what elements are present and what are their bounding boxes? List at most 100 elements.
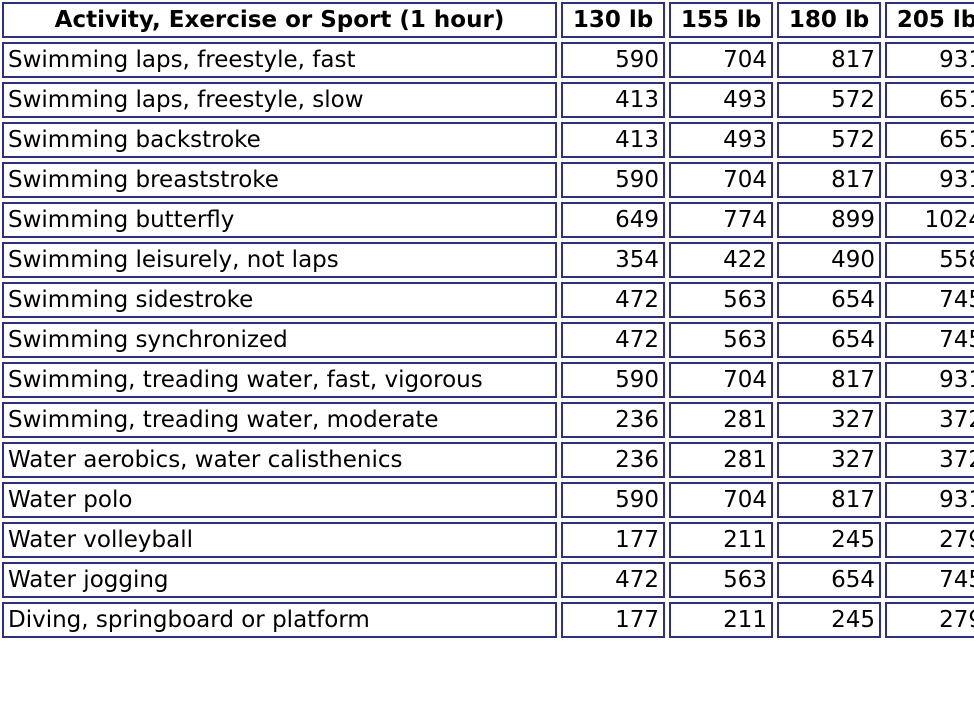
value-180-lb: 817 — [777, 482, 881, 518]
value-155-lb: 281 — [669, 442, 773, 478]
activity-cell: Water aerobics, water calisthenics — [2, 442, 557, 478]
header-row: Activity, Exercise or Sport (1 hour) 130… — [2, 2, 974, 38]
activity-cell: Swimming laps, freestyle, slow — [2, 82, 557, 118]
value-130-lb: 413 — [561, 82, 665, 118]
value-180-lb: 572 — [777, 122, 881, 158]
calories-burned-table: Activity, Exercise or Sport (1 hour) 130… — [2, 2, 974, 638]
value-155-lb: 704 — [669, 482, 773, 518]
activity-cell: Swimming synchronized — [2, 322, 557, 358]
table-row: Diving, springboard or platform 177 211 245… — [2, 602, 974, 638]
value-205-lb: 931 — [885, 42, 974, 78]
value-130-lb: 649 — [561, 202, 665, 238]
value-155-lb: 704 — [669, 162, 773, 198]
value-180-lb: 327 — [777, 402, 881, 438]
value-130-lb: 236 — [561, 442, 665, 478]
activity-cell: Swimming butterfly — [2, 202, 557, 238]
header-180-lb: 180 lb — [777, 2, 881, 38]
table-row: Water jogging472563654745 — [2, 562, 974, 598]
header-activity: Activity, Exercise or Sport (1 hour) — [2, 2, 557, 38]
value-205-lb: 651 — [885, 122, 974, 158]
value-130-lb: 413 — [561, 122, 665, 158]
table-row: Swimming synchronized472563654745 — [2, 322, 974, 358]
value-130-lb: 236 — [561, 402, 665, 438]
value-180-lb: 654 — [777, 282, 881, 318]
value-130-lb: 590 — [561, 362, 665, 398]
value-130-lb: 472 — [561, 562, 665, 598]
value-180-lb: 817 — [777, 362, 881, 398]
table-body: Swimming laps, freestyle, fast 590 704 817 9… — [2, 42, 974, 638]
activity-cell: Diving, springboard or platform — [2, 602, 557, 638]
table-row: Water aerobics, water calisthenics 236 281… — [2, 442, 974, 478]
activity-cell: Water jogging — [2, 562, 557, 598]
value-205-lb: 558 — [885, 242, 974, 278]
value-205-lb: 931 — [885, 362, 974, 398]
value-130-lb: 177 — [561, 522, 665, 558]
value-180-lb: 327 — [777, 442, 881, 478]
table-row: Water polo590704817931 — [2, 482, 974, 518]
value-180-lb: 817 — [777, 162, 881, 198]
value-180-lb: 572 — [777, 82, 881, 118]
table-header: Activity, Exercise or Sport (1 hour) 130… — [2, 2, 974, 38]
value-155-lb: 211 — [669, 602, 773, 638]
header-130-lb: 130 lb — [561, 2, 665, 38]
value-180-lb: 654 — [777, 322, 881, 358]
table-row: Swimming leisurely, not laps354422490558 — [2, 242, 974, 278]
value-155-lb: 704 — [669, 362, 773, 398]
value-155-lb: 563 — [669, 282, 773, 318]
value-205-lb: 651 — [885, 82, 974, 118]
value-155-lb: 774 — [669, 202, 773, 238]
value-130-lb: 354 — [561, 242, 665, 278]
value-155-lb: 281 — [669, 402, 773, 438]
value-155-lb: 493 — [669, 82, 773, 118]
header-155-lb: 155 lb — [669, 2, 773, 38]
value-155-lb: 704 — [669, 42, 773, 78]
table-row: Swimming butterfly6497748991024 — [2, 202, 974, 238]
value-130-lb: 590 — [561, 42, 665, 78]
value-205-lb: 931 — [885, 482, 974, 518]
table-row: Swimming sidestroke472563654745 — [2, 282, 974, 318]
activity-cell: Swimming leisurely, not laps — [2, 242, 557, 278]
value-180-lb: 245 — [777, 522, 881, 558]
value-205-lb: 1024 — [885, 202, 974, 238]
value-130-lb: 472 — [561, 282, 665, 318]
activity-cell: Swimming, treading water, fast, vigorous — [2, 362, 557, 398]
table-row: Water volleyball177211245279 — [2, 522, 974, 558]
value-205-lb: 931 — [885, 162, 974, 198]
value-205-lb: 372 — [885, 402, 974, 438]
activity-cell: Swimming breaststroke — [2, 162, 557, 198]
value-155-lb: 211 — [669, 522, 773, 558]
value-155-lb: 493 — [669, 122, 773, 158]
value-130-lb: 177 — [561, 602, 665, 638]
value-155-lb: 422 — [669, 242, 773, 278]
value-180-lb: 817 — [777, 42, 881, 78]
table-row: Swimming laps, freestyle, slow 413 493 572 6… — [2, 82, 974, 118]
value-130-lb: 590 — [561, 162, 665, 198]
value-180-lb: 899 — [777, 202, 881, 238]
table-row: Swimming backstroke413493572651 — [2, 122, 974, 158]
value-130-lb: 590 — [561, 482, 665, 518]
activity-cell: Water volleyball — [2, 522, 557, 558]
value-205-lb: 745 — [885, 322, 974, 358]
value-205-lb: 745 — [885, 282, 974, 318]
table-row: Swimming laps, freestyle, fast 590 704 817 9… — [2, 42, 974, 78]
header-205-lb: 205 lb — [885, 2, 974, 38]
value-205-lb: 745 — [885, 562, 974, 598]
value-205-lb: 372 — [885, 442, 974, 478]
table-row: Swimming breaststroke590704817931 — [2, 162, 974, 198]
activity-cell: Water polo — [2, 482, 557, 518]
value-155-lb: 563 — [669, 322, 773, 358]
value-205-lb: 279 — [885, 602, 974, 638]
value-205-lb: 279 — [885, 522, 974, 558]
value-180-lb: 245 — [777, 602, 881, 638]
value-180-lb: 490 — [777, 242, 881, 278]
value-180-lb: 654 — [777, 562, 881, 598]
value-130-lb: 472 — [561, 322, 665, 358]
activity-cell: Swimming sidestroke — [2, 282, 557, 318]
value-155-lb: 563 — [669, 562, 773, 598]
table-row: Swimming, treading water, fast, vigorous… — [2, 362, 974, 398]
activity-cell: Swimming, treading water, moderate — [2, 402, 557, 438]
table-row: Swimming, treading water, moderate 236 281… — [2, 402, 974, 438]
activity-cell: Swimming laps, freestyle, fast — [2, 42, 557, 78]
activity-cell: Swimming backstroke — [2, 122, 557, 158]
